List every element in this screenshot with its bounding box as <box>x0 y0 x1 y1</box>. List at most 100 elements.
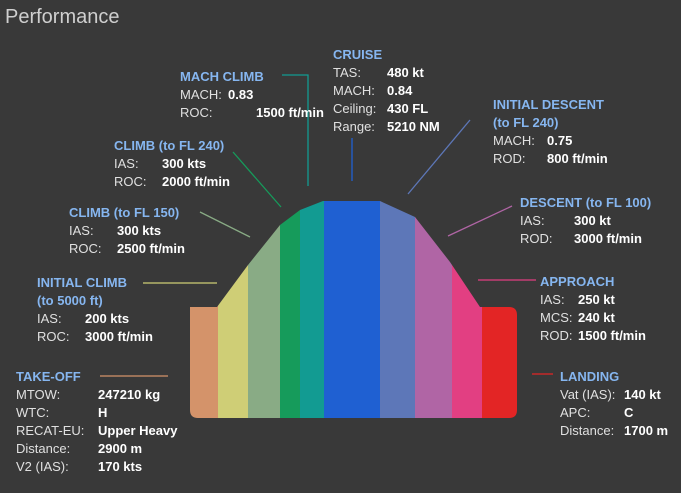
stat-value: 200 kts <box>85 311 130 326</box>
stat-label: ROD: <box>493 151 526 166</box>
stat-row: Ceiling: 430 FL <box>333 100 440 118</box>
stat-row: Distance: 1700 m <box>560 422 668 440</box>
stat-row: MACH: 0.83 <box>180 86 324 104</box>
phase-mach-climb: MACH CLIMB MACH: 0.83 ROC: 1500 ft/min <box>180 68 324 122</box>
band-descent-fl100 <box>415 201 452 418</box>
stat-row: IAS: 300 kt <box>520 212 651 230</box>
stat-label: TAS: <box>333 65 361 80</box>
stat-value: 240 kt <box>578 310 615 325</box>
stat-row: ROD: 3000 ft/min <box>520 230 651 248</box>
stat-label: IAS: <box>540 292 565 307</box>
stat-value: 250 kt <box>578 292 615 307</box>
stat-value: 0.84 <box>387 83 413 98</box>
phase-approach: APPROACH IAS: 250 kt MCS: 240 kt ROD: 1500 … <box>540 273 646 345</box>
stat-value: 0.75 <box>547 133 573 148</box>
phase-cruise: CRUISE TAS: 480 kt MACH: 0.84 Ceiling: 430 … <box>333 46 440 136</box>
stat-label: Ceiling: <box>333 101 377 116</box>
stat-value: 140 kt <box>624 387 661 402</box>
stat-value: 247210 kg <box>98 387 161 402</box>
stat-label: ROC: <box>69 241 102 256</box>
connector-initial-descent <box>407 119 471 195</box>
stat-value: 300 kts <box>162 156 207 171</box>
band-climb-fl150 <box>248 201 280 418</box>
stat-value: 1700 m <box>624 423 669 438</box>
phase-title: APPROACH <box>540 274 615 289</box>
stat-row: MTOW: 247210 kg <box>16 386 177 404</box>
stat-label: WTC: <box>16 405 50 420</box>
stat-row: Range: 5210 NM <box>333 118 440 136</box>
stat-value: Upper Heavy <box>98 423 178 438</box>
stat-value: C <box>624 405 634 420</box>
stat-label: RECAT-EU: <box>16 423 85 438</box>
phase-title: CLIMB (to FL 150) <box>69 205 180 220</box>
stat-row: MCS: 240 kt <box>540 309 646 327</box>
stat-label: ROC: <box>180 105 213 120</box>
stat-value: 3000 ft/min <box>574 231 642 246</box>
stat-row: ROD: 1500 ft/min <box>540 327 646 345</box>
stat-label: Distance: <box>560 423 615 438</box>
stat-label: MTOW: <box>16 387 61 402</box>
stat-label: MACH: <box>493 133 535 148</box>
stat-value: 5210 NM <box>387 119 440 134</box>
phase-subtitle: (to 5000 ft) <box>37 293 103 308</box>
page-title: Performance <box>5 6 120 28</box>
stat-value: 170 kts <box>98 459 143 474</box>
stat-label: IAS: <box>520 213 545 228</box>
phase-title: MACH CLIMB <box>180 69 264 84</box>
phase-initial-descent: INITIAL DESCENT (to FL 240) MACH: 0.75 RO… <box>493 96 608 168</box>
stat-row: ROD: 800 ft/min <box>493 150 608 168</box>
stat-value: 0.83 <box>228 87 254 102</box>
stat-row: MACH: 0.75 <box>493 132 608 150</box>
stat-row: ROC: 1500 ft/min <box>180 104 324 122</box>
stat-row: IAS: 300 kts <box>69 222 185 240</box>
stat-value: 800 ft/min <box>547 151 608 166</box>
phase-climb-fl150: CLIMB (to FL 150) IAS: 300 kts ROC: 2500 f… <box>69 204 185 258</box>
stat-row: RECAT-EU: Upper Heavy <box>16 422 177 440</box>
connector-climb-fl240 <box>232 151 282 208</box>
connector-climb-fl150 <box>199 211 251 238</box>
stat-row: MACH: 0.84 <box>333 82 440 100</box>
phase-title: CRUISE <box>333 47 383 62</box>
stat-row: ROC: 2500 ft/min <box>69 240 185 258</box>
phase-initial-climb: INITIAL CLIMB (to 5000 ft) IAS: 200 kts R… <box>37 274 153 346</box>
stat-label: IAS: <box>37 311 62 326</box>
stat-row: IAS: 300 kts <box>114 155 230 173</box>
stat-label: ROC: <box>114 174 147 189</box>
stat-label: Distance: <box>16 441 71 456</box>
stat-label: IAS: <box>69 223 94 238</box>
stat-row: ROC: 3000 ft/min <box>37 328 153 346</box>
stat-row: APC: C <box>560 404 668 422</box>
stat-row: Distance: 2900 m <box>16 440 177 458</box>
stat-value: 1500 ft/min <box>256 105 324 120</box>
stat-value: H <box>98 405 108 420</box>
phase-takeoff: TAKE-OFF MTOW: 247210 kg WTC: H RECAT-EU: U… <box>16 368 177 476</box>
phase-title: LANDING <box>560 369 620 384</box>
stat-label: MACH: <box>333 83 375 98</box>
band-initial-descent <box>380 201 415 418</box>
stat-label: ROD: <box>520 231 553 246</box>
band-cruise <box>324 201 380 418</box>
stat-label: ROC: <box>37 329 70 344</box>
phase-subtitle: (to FL 240) <box>493 115 559 130</box>
band-takeoff <box>190 201 218 418</box>
band-landing <box>482 201 517 418</box>
phase-title: DESCENT (to FL 100) <box>520 195 652 210</box>
band-initial-climb <box>218 201 248 418</box>
phase-title: CLIMB (to FL 240) <box>114 138 225 153</box>
stat-value: 3000 ft/min <box>85 329 153 344</box>
stat-value: 480 kt <box>387 65 424 80</box>
band-mach-climb <box>300 201 324 418</box>
stat-row: V2 (IAS): 170 kts <box>16 458 177 476</box>
stat-row: TAS: 480 kt <box>333 64 440 82</box>
phase-title: INITIAL DESCENT <box>493 97 604 112</box>
phase-title: TAKE-OFF <box>16 369 81 384</box>
stat-row: ROC: 2000 ft/min <box>114 173 230 191</box>
connector-mach-climb <box>282 74 309 186</box>
stat-row: IAS: 200 kts <box>37 310 153 328</box>
phase-title: INITIAL CLIMB <box>37 275 128 290</box>
stat-row: WTC: H <box>16 404 177 422</box>
phase-descent-fl100: DESCENT (to FL 100) IAS: 300 kt ROD: 3000 … <box>520 194 651 248</box>
stat-label: Range: <box>333 119 375 134</box>
stat-label: V2 (IAS): <box>16 459 69 474</box>
